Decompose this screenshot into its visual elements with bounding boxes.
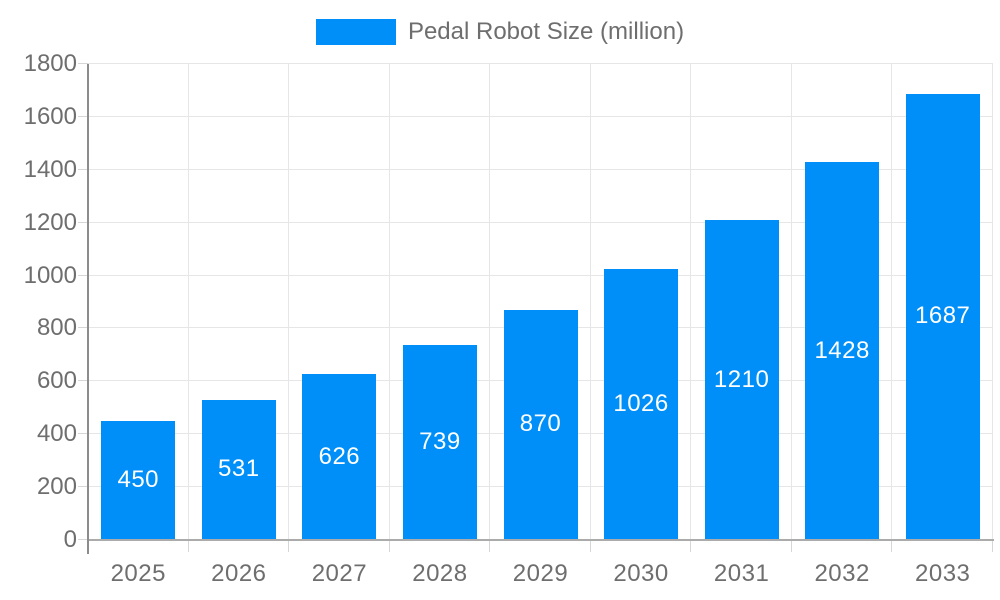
- legend-label: Pedal Robot Size (million): [407, 18, 685, 45]
- y-tick-label: 0: [63, 526, 77, 553]
- bar-value-label: 1687: [915, 302, 971, 330]
- y-tick-label: 1000: [23, 261, 77, 289]
- bar[interactable]: 739: [402, 344, 477, 539]
- x-tick-mark: [489, 540, 491, 552]
- y-tick-mark: [78, 539, 88, 540]
- v-gridline: [690, 64, 692, 540]
- x-axis-line: [87, 539, 994, 541]
- y-tick-mark: [78, 221, 88, 223]
- x-tick-mark: [187, 540, 189, 552]
- bar-value-label: 870: [519, 410, 562, 438]
- bar-value-label: 626: [318, 442, 361, 470]
- bar-value-label: 739: [419, 427, 461, 455]
- bar-value-label: 1210: [713, 365, 770, 393]
- h-gridline: [88, 63, 993, 64]
- bar[interactable]: 1428: [805, 162, 880, 539]
- x-tick-label: 2028: [412, 560, 468, 587]
- y-tick-label: 1600: [23, 102, 77, 130]
- bar[interactable]: 1687: [905, 93, 980, 539]
- x-tick-mark: [790, 540, 792, 552]
- y-tick-label: 1400: [23, 155, 77, 183]
- x-tick-label: 2031: [713, 560, 770, 587]
- x-tick-mark: [589, 540, 591, 552]
- y-tick-label: 200: [36, 473, 77, 501]
- y-tick-mark: [78, 63, 88, 64]
- y-tick-label: 1800: [23, 50, 77, 77]
- v-gridline: [992, 64, 993, 540]
- y-tick-label: 1200: [23, 208, 77, 236]
- h-gridline: [88, 274, 993, 276]
- v-gridline: [489, 64, 491, 540]
- bar-value-label: 450: [117, 466, 160, 493]
- h-gridline: [88, 168, 993, 170]
- x-tick-label: 2032: [814, 560, 870, 587]
- v-gridline: [891, 64, 893, 540]
- x-tick-label: 2033: [915, 560, 971, 587]
- x-tick-mark: [388, 540, 390, 552]
- y-tick-label: 600: [36, 367, 77, 395]
- bar[interactable]: 1026: [604, 268, 679, 539]
- y-tick-mark: [78, 274, 88, 276]
- x-tick-mark: [891, 540, 893, 552]
- y-tick-label: 800: [36, 314, 77, 342]
- v-gridline: [187, 64, 189, 540]
- x-tick-mark: [690, 540, 692, 552]
- y-tick-label: 400: [36, 420, 77, 448]
- legend-swatch-icon: [315, 19, 396, 45]
- h-gridline: [88, 221, 993, 223]
- y-tick-mark: [78, 433, 88, 435]
- y-axis-line: [87, 64, 89, 554]
- h-gridline: [88, 115, 993, 117]
- v-gridline: [589, 64, 591, 540]
- y-tick-mark: [78, 327, 88, 329]
- bar[interactable]: 870: [503, 309, 578, 539]
- x-tick-mark: [992, 540, 993, 552]
- bar[interactable]: 626: [302, 374, 377, 539]
- v-gridline: [288, 64, 290, 540]
- x-tick-label: 2025: [110, 560, 166, 587]
- y-tick-mark: [78, 486, 88, 488]
- x-tick-label: 2030: [613, 560, 669, 587]
- bar[interactable]: 1210: [704, 220, 779, 539]
- x-tick-label: 2026: [211, 560, 267, 587]
- x-tick-mark: [288, 540, 290, 552]
- y-tick-mark: [78, 168, 88, 170]
- x-tick-label: 2027: [311, 560, 368, 587]
- bar[interactable]: 531: [201, 399, 276, 539]
- chart-legend: Pedal Robot Size (million): [0, 14, 1000, 50]
- v-gridline: [388, 64, 390, 540]
- bar[interactable]: 450: [101, 421, 176, 539]
- y-tick-mark: [78, 380, 88, 382]
- x-tick-label: 2029: [512, 560, 569, 587]
- v-gridline: [790, 64, 792, 540]
- bar-value-label: 1428: [814, 336, 870, 364]
- y-tick-mark: [78, 115, 88, 117]
- bar-value-label: 531: [218, 455, 260, 483]
- bar-value-label: 1026: [613, 389, 669, 417]
